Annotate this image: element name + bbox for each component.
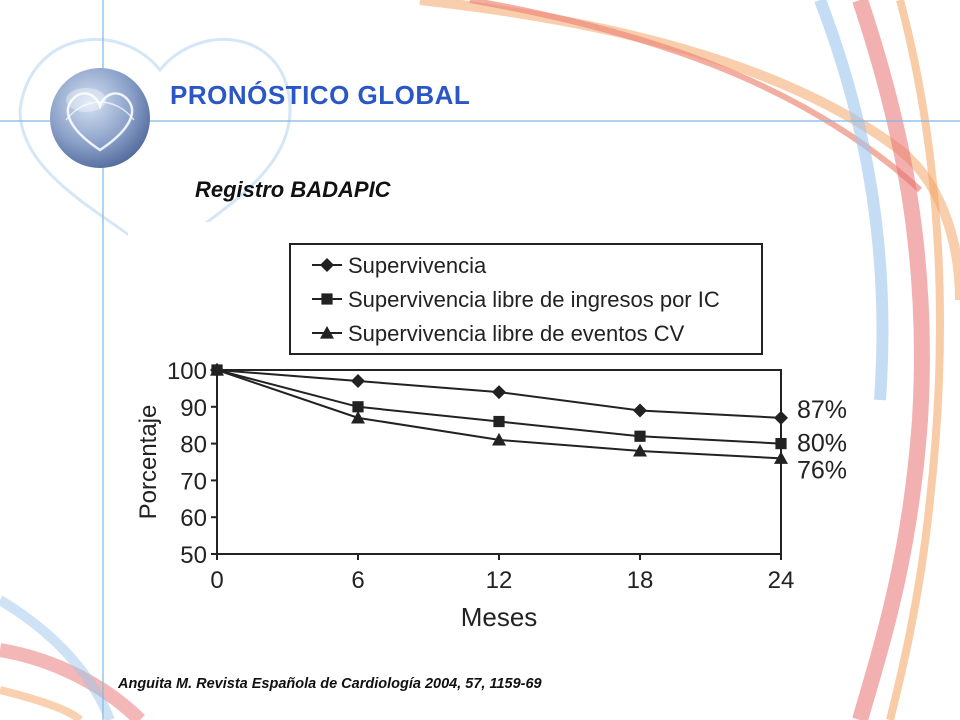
- x-tick-label-6: 6: [351, 567, 364, 594]
- legend-marker-2: [321, 293, 333, 305]
- x-tick-label-12: 12: [486, 567, 513, 594]
- series-3-point-1: [210, 363, 224, 376]
- y-tick-label-90: 90: [180, 395, 207, 422]
- series-1-point-5: [774, 410, 788, 425]
- y-tick-label-50: 50: [180, 542, 207, 569]
- chart-axes: 50 60 70 80 90 100 0 6 12 18 24: [167, 358, 794, 594]
- series-1-point-4: [633, 403, 647, 418]
- y-tick-label-80: 80: [180, 432, 207, 459]
- chart-series: 87% 80%76%: [210, 363, 847, 484]
- series-1-point-3: [492, 385, 506, 400]
- series-3-point-5: [774, 451, 788, 464]
- y-axis-label: Porcentaje: [135, 405, 162, 520]
- series-2-point-4: [634, 430, 646, 442]
- series-3-point-2: [351, 410, 365, 424]
- legend-label-1: Supervivencia: [348, 253, 487, 278]
- legend-marker-3: [320, 326, 334, 339]
- page-title: PRONÓSTICO GLOBAL: [170, 80, 471, 110]
- y-tick-label-60: 60: [180, 505, 207, 532]
- series-2-point-5: [775, 438, 787, 450]
- x-tick-label-18: 18: [627, 567, 654, 594]
- legend-label-2: Supervivencia libre de ingresos por IC: [348, 287, 720, 312]
- series-3-point-3: [492, 432, 506, 446]
- series-1-end-label: 87%: [797, 396, 847, 424]
- series-2-end-label: 80%: [797, 430, 847, 458]
- heart-globe-icon: [50, 68, 150, 168]
- legend-box: [289, 243, 763, 355]
- series-1-point-2: [351, 374, 365, 389]
- y-tick-label-70: 70: [180, 468, 207, 495]
- series-3-point-4: [633, 443, 647, 457]
- citation-text: Anguita M. Revista Española de Cardiolog…: [118, 676, 542, 692]
- page-subtitle: Registro BADAPIC: [195, 177, 391, 202]
- y-tick-label-100: 100: [167, 358, 207, 385]
- series-2-point-2: [352, 401, 364, 413]
- survival-line-chart: Supervivencia Supervivencia libre de ingr…: [135, 243, 847, 632]
- x-tick-label-0: 0: [210, 567, 223, 594]
- series-3-end-label: 76%: [797, 456, 847, 484]
- chart-legend: Supervivencia Supervivencia libre de ingr…: [289, 243, 763, 355]
- x-tick-label-24: 24: [768, 567, 795, 594]
- legend-label-3: Supervivencia libre de eventos CV: [348, 321, 685, 346]
- x-axis-label: Meses: [461, 602, 538, 632]
- legend-marker-1: [320, 258, 334, 272]
- series-line-2: [216, 369, 782, 445]
- series-2-point-3: [493, 415, 505, 428]
- chart-panel: Supervivencia Supervivencia libre de ingr…: [128, 222, 864, 642]
